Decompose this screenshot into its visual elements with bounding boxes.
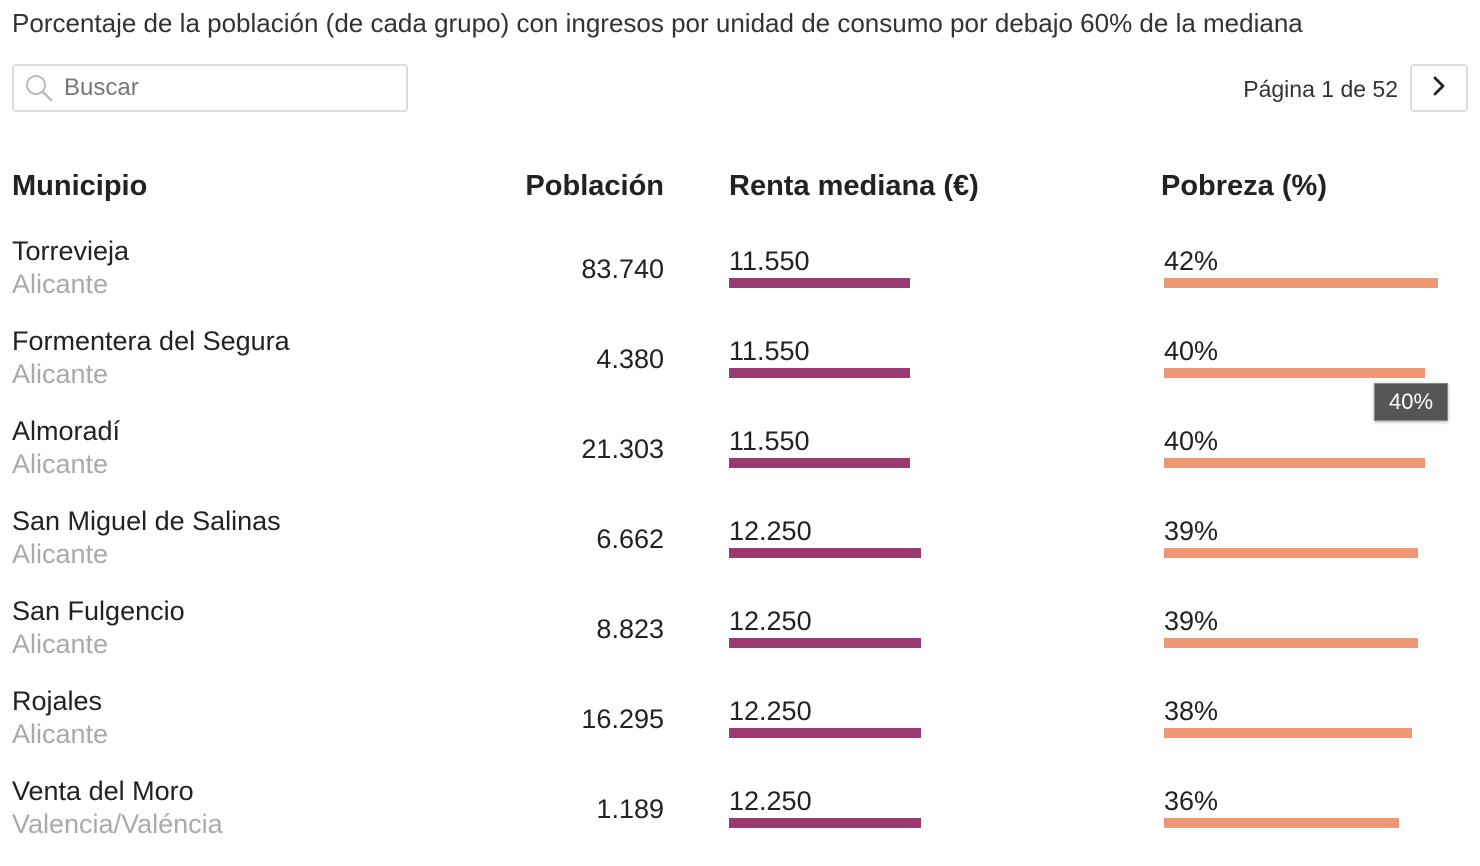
table-row: San Fulgencio Alicante 8.823 12.250 39% bbox=[0, 596, 1480, 686]
renta-value: 11.550 bbox=[729, 426, 810, 457]
table-row: Formentera del Segura Alicante 4.380 11.550… bbox=[0, 326, 1480, 416]
poblacion-value: 16.295 bbox=[581, 704, 664, 735]
renta-value: 11.550 bbox=[729, 246, 810, 277]
renta-bar[interactable] bbox=[729, 458, 910, 468]
pobreza-bar[interactable] bbox=[1164, 638, 1418, 648]
table-row: Almoradí Alicante 21.303 11.550 40% bbox=[0, 416, 1480, 506]
pobreza-value: 39% bbox=[1164, 516, 1218, 547]
pobreza-bar[interactable] bbox=[1164, 278, 1438, 288]
table-row: Venta del Moro Valencia/Valéncia 1.189 12.2… bbox=[0, 776, 1480, 866]
renta-bar[interactable] bbox=[729, 368, 910, 378]
provincia-name: Alicante bbox=[12, 719, 108, 750]
municipio-name: Rojales bbox=[12, 686, 102, 717]
poblacion-value: 83.740 bbox=[581, 254, 664, 285]
municipio-name: San Miguel de Salinas bbox=[12, 506, 281, 537]
pobreza-value: 42% bbox=[1164, 246, 1218, 277]
provincia-name: Valencia/Valéncia bbox=[12, 809, 223, 840]
poblacion-value: 8.823 bbox=[596, 614, 664, 645]
column-header-poblacion[interactable]: Población bbox=[525, 170, 664, 203]
poblacion-value: 21.303 bbox=[581, 434, 664, 465]
column-header-pobreza[interactable]: Pobreza (%) bbox=[1161, 170, 1327, 203]
pobreza-bar[interactable] bbox=[1164, 818, 1399, 828]
pobreza-bar[interactable] bbox=[1164, 728, 1412, 738]
search-box[interactable] bbox=[12, 64, 408, 112]
table-row: Rojales Alicante 16.295 12.250 38% bbox=[0, 686, 1480, 776]
next-page-button[interactable] bbox=[1410, 64, 1468, 112]
pobreza-value: 38% bbox=[1164, 696, 1218, 727]
pobreza-bar[interactable] bbox=[1164, 548, 1418, 558]
pagination-label: Página 1 de 52 bbox=[1243, 76, 1398, 103]
renta-bar[interactable] bbox=[729, 548, 921, 558]
renta-bar[interactable] bbox=[729, 728, 921, 738]
municipio-name: San Fulgencio bbox=[12, 596, 185, 627]
provincia-name: Alicante bbox=[12, 629, 108, 660]
renta-value: 12.250 bbox=[729, 786, 812, 817]
pobreza-value: 40% bbox=[1164, 336, 1218, 367]
renta-value: 11.550 bbox=[729, 336, 810, 367]
municipio-name: Venta del Moro bbox=[12, 776, 194, 807]
renta-bar[interactable] bbox=[729, 638, 921, 648]
renta-bar[interactable] bbox=[729, 818, 921, 828]
table-row: San Miguel de Salinas Alicante 6.662 12.250… bbox=[0, 506, 1480, 596]
provincia-name: Alicante bbox=[12, 269, 108, 300]
bar-tooltip: 40% bbox=[1374, 383, 1448, 421]
poblacion-value: 6.662 bbox=[596, 524, 664, 555]
table-subtitle: Porcentaje de la población (de cada grup… bbox=[12, 8, 1303, 39]
search-input[interactable] bbox=[64, 68, 384, 108]
poblacion-value: 4.380 bbox=[596, 344, 664, 375]
pobreza-bar[interactable] bbox=[1164, 458, 1425, 468]
renta-value: 12.250 bbox=[729, 606, 812, 637]
municipio-name: Formentera del Segura bbox=[12, 326, 290, 357]
pobreza-value: 36% bbox=[1164, 786, 1218, 817]
municipio-name: Almoradí bbox=[12, 416, 120, 447]
renta-bar[interactable] bbox=[729, 278, 910, 288]
pobreza-value: 40% bbox=[1164, 426, 1218, 457]
column-header-renta[interactable]: Renta mediana (€) bbox=[729, 170, 979, 203]
search-icon bbox=[24, 73, 54, 103]
provincia-name: Alicante bbox=[12, 539, 108, 570]
provincia-name: Alicante bbox=[12, 359, 108, 390]
renta-value: 12.250 bbox=[729, 516, 812, 547]
chevron-right-icon bbox=[1429, 74, 1449, 103]
column-header-municipio[interactable]: Municipio bbox=[12, 170, 147, 203]
pobreza-bar[interactable] bbox=[1164, 368, 1425, 378]
provincia-name: Alicante bbox=[12, 449, 108, 480]
pobreza-value: 39% bbox=[1164, 606, 1218, 637]
municipio-name: Torrevieja bbox=[12, 236, 129, 267]
table-row: Torrevieja Alicante 83.740 11.550 42% bbox=[0, 236, 1480, 326]
poblacion-value: 1.189 bbox=[596, 794, 664, 825]
renta-value: 12.250 bbox=[729, 696, 812, 727]
